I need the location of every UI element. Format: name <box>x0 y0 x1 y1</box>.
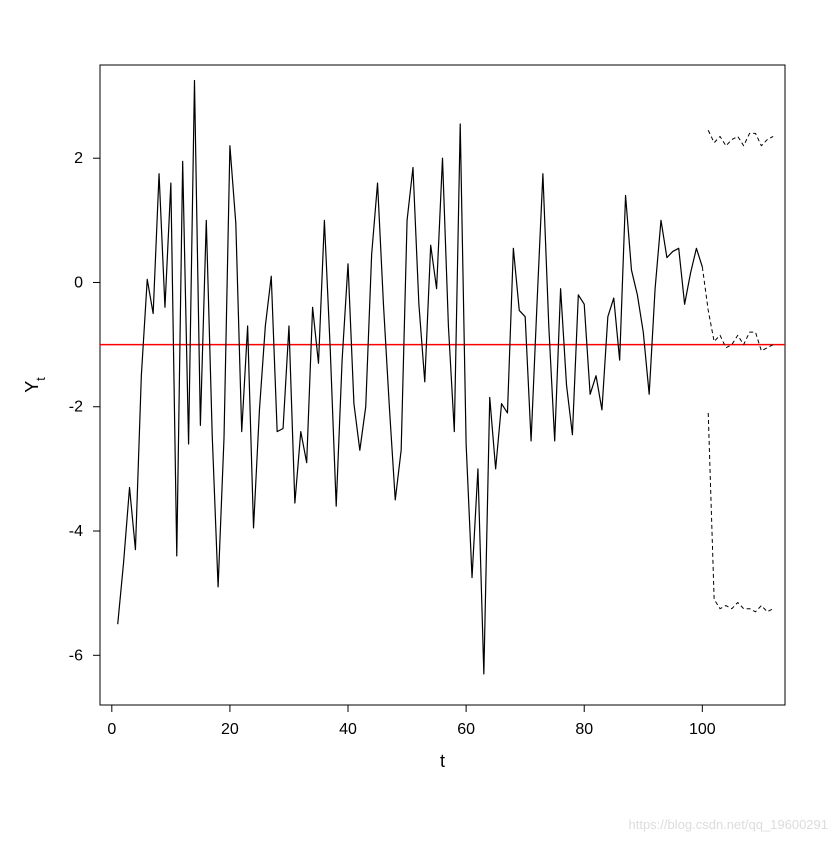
svg-text:60: 60 <box>457 721 475 738</box>
svg-text:-2: -2 <box>69 399 83 416</box>
time-series-chart: 0 20 40 60 80 100 -6 -4 -2 0 2 t Yt <box>0 0 840 840</box>
svg-text:-6: -6 <box>69 647 83 664</box>
svg-text:0: 0 <box>107 721 116 738</box>
svg-text:20: 20 <box>221 721 239 738</box>
svg-text:80: 80 <box>575 721 593 738</box>
svg-text:40: 40 <box>339 721 357 738</box>
svg-text:0: 0 <box>74 274 83 291</box>
chart-svg: 0 20 40 60 80 100 -6 -4 -2 0 2 t Yt <box>0 0 840 840</box>
svg-text:100: 100 <box>689 721 716 738</box>
svg-text:Yt: Yt <box>22 377 48 393</box>
svg-text:t: t <box>440 751 445 771</box>
svg-text:2: 2 <box>74 150 83 167</box>
watermark-text: https://blog.csdn.net/qq_19600291 <box>629 817 829 832</box>
svg-text:-4: -4 <box>69 523 83 540</box>
